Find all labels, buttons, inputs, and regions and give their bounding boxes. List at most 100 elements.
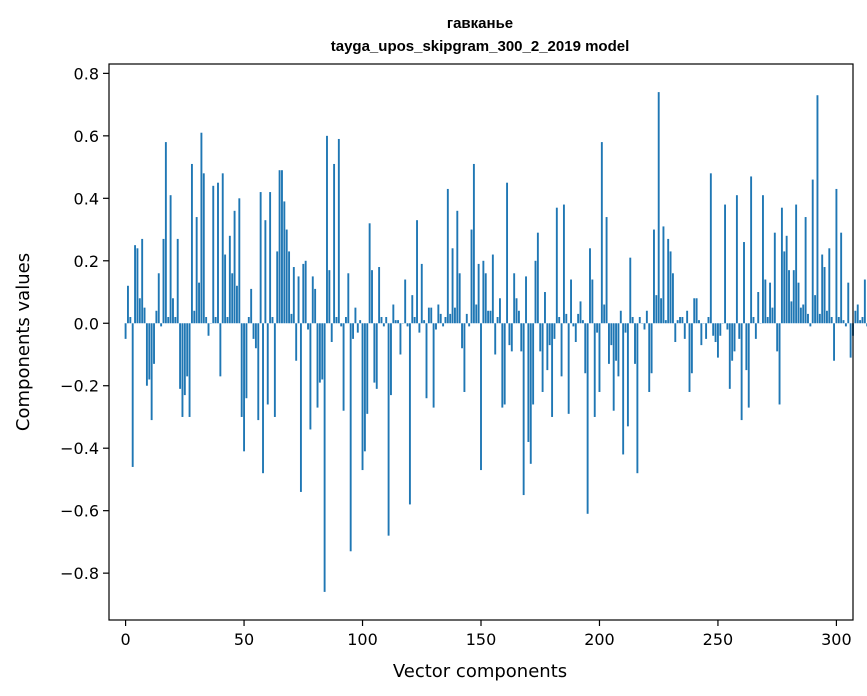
bar bbox=[615, 323, 618, 361]
bar bbox=[297, 276, 300, 324]
bar bbox=[719, 323, 722, 336]
bar bbox=[830, 317, 833, 324]
bar bbox=[321, 323, 324, 380]
bar bbox=[823, 267, 826, 324]
bar bbox=[833, 323, 835, 361]
bar bbox=[378, 267, 381, 324]
bar bbox=[863, 279, 866, 324]
bar bbox=[752, 317, 755, 324]
bar bbox=[664, 320, 667, 324]
bar bbox=[551, 323, 554, 417]
bar bbox=[387, 323, 390, 536]
bar bbox=[562, 204, 565, 324]
bar bbox=[608, 323, 610, 364]
bar bbox=[754, 323, 757, 339]
bar bbox=[709, 173, 712, 324]
bar bbox=[750, 176, 753, 324]
bar bbox=[228, 235, 231, 324]
bar bbox=[368, 223, 371, 324]
bar bbox=[650, 323, 653, 374]
bar bbox=[840, 232, 843, 324]
bar bbox=[679, 317, 681, 324]
bar bbox=[849, 323, 852, 358]
bar bbox=[837, 317, 840, 324]
bar bbox=[326, 135, 328, 324]
bar bbox=[394, 320, 397, 324]
bar bbox=[247, 317, 250, 324]
bar bbox=[164, 142, 167, 324]
bar bbox=[276, 251, 279, 324]
bar bbox=[743, 242, 745, 324]
bar bbox=[783, 251, 786, 324]
y-tick-label: 0.2 bbox=[74, 252, 99, 271]
bar bbox=[397, 320, 400, 324]
bar bbox=[150, 323, 153, 421]
bar bbox=[304, 260, 307, 324]
bar bbox=[617, 323, 620, 377]
bar bbox=[380, 317, 383, 324]
x-axis-label: Vector components bbox=[393, 661, 567, 682]
bar bbox=[148, 323, 151, 380]
bar bbox=[527, 323, 530, 442]
bar bbox=[240, 323, 243, 417]
bar bbox=[181, 323, 184, 417]
bar bbox=[138, 298, 141, 324]
bar bbox=[176, 238, 179, 324]
bar bbox=[354, 307, 357, 324]
bar bbox=[631, 317, 634, 324]
bar bbox=[290, 313, 293, 324]
bar bbox=[773, 232, 776, 324]
bar bbox=[655, 295, 658, 324]
x-tick-label: 0 bbox=[120, 630, 130, 649]
bar bbox=[392, 304, 395, 324]
bar bbox=[262, 323, 264, 474]
bar bbox=[456, 210, 459, 324]
y-tick-label: −0.4 bbox=[60, 439, 99, 458]
bar bbox=[347, 273, 350, 324]
bar bbox=[733, 323, 736, 352]
bar bbox=[731, 323, 734, 361]
bar bbox=[420, 263, 423, 324]
bar bbox=[238, 198, 241, 324]
bar bbox=[854, 310, 857, 324]
bar bbox=[264, 220, 267, 324]
bar bbox=[818, 313, 821, 324]
bar bbox=[844, 323, 847, 327]
bar bbox=[468, 323, 471, 327]
bar bbox=[638, 317, 641, 324]
bar bbox=[525, 276, 527, 324]
bar bbox=[207, 323, 210, 336]
bar bbox=[835, 188, 838, 324]
bar bbox=[738, 323, 741, 339]
bar bbox=[766, 317, 769, 324]
bar bbox=[373, 323, 376, 383]
bar bbox=[432, 323, 435, 408]
bar bbox=[643, 323, 646, 330]
bar bbox=[356, 323, 359, 333]
bar bbox=[821, 254, 824, 324]
x-tick-label: 100 bbox=[347, 630, 378, 649]
bar bbox=[477, 263, 480, 324]
bar bbox=[669, 251, 672, 324]
bar bbox=[686, 310, 689, 324]
bar bbox=[124, 323, 127, 339]
bar bbox=[626, 323, 629, 427]
bar bbox=[683, 323, 686, 339]
bar bbox=[470, 229, 473, 324]
bar bbox=[399, 323, 402, 355]
bar bbox=[451, 248, 454, 324]
bar bbox=[494, 323, 497, 355]
bar bbox=[747, 323, 750, 408]
bar bbox=[847, 282, 850, 324]
bar bbox=[653, 229, 655, 324]
bar bbox=[193, 310, 196, 324]
bar bbox=[273, 323, 276, 417]
bar bbox=[698, 320, 700, 324]
bar bbox=[546, 323, 549, 371]
chart-title: гавканье bbox=[447, 15, 513, 32]
bar bbox=[797, 282, 800, 324]
bar bbox=[463, 323, 466, 392]
bar bbox=[259, 192, 262, 324]
